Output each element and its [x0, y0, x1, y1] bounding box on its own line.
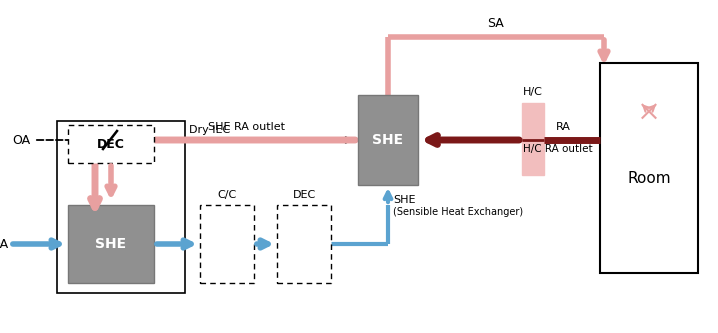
- Text: H/C: H/C: [523, 87, 543, 97]
- Text: SHE: SHE: [95, 237, 126, 251]
- FancyBboxPatch shape: [277, 205, 331, 283]
- Text: H/C RA outlet: H/C RA outlet: [523, 144, 593, 154]
- Text: Dry IEC: Dry IEC: [189, 125, 230, 135]
- FancyBboxPatch shape: [600, 63, 698, 273]
- FancyBboxPatch shape: [522, 103, 544, 175]
- Text: OA: OA: [0, 237, 8, 250]
- Text: SHE: SHE: [393, 195, 416, 205]
- Text: DEC: DEC: [292, 190, 316, 200]
- Text: RA: RA: [556, 122, 570, 132]
- FancyBboxPatch shape: [57, 121, 185, 293]
- Text: (Sensible Heat Exchanger): (Sensible Heat Exchanger): [393, 207, 523, 217]
- FancyBboxPatch shape: [200, 205, 254, 283]
- FancyBboxPatch shape: [358, 95, 418, 185]
- Text: DEC: DEC: [97, 138, 125, 151]
- Text: SHE RA outlet: SHE RA outlet: [208, 122, 285, 132]
- Text: OA: OA: [12, 134, 30, 147]
- Text: SA: SA: [488, 17, 504, 30]
- FancyBboxPatch shape: [68, 205, 154, 283]
- Text: SHE: SHE: [373, 133, 404, 147]
- FancyBboxPatch shape: [68, 125, 154, 163]
- Text: C/C: C/C: [218, 190, 237, 200]
- Text: Room: Room: [628, 171, 671, 186]
